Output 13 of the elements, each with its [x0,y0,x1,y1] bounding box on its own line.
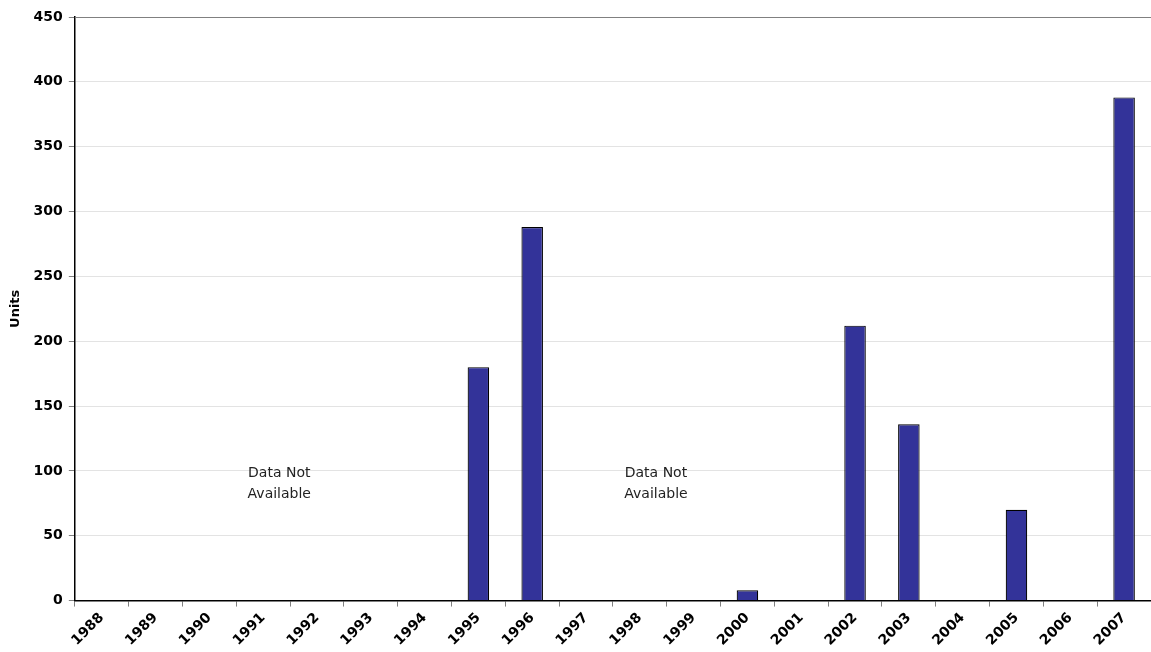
y-tick-label: 150 [33,396,64,413]
y-tick-label: 300 [33,202,64,219]
y-tick-label: 450 [33,7,64,24]
y-tick-label: 100 [33,461,64,478]
y-tick-label: 200 [33,331,64,348]
y-tick-label: 50 [43,526,64,543]
y-tick-label: 250 [33,267,64,283]
annotation: Data Not Available [247,464,312,501]
annotation: Data Not Available [624,464,688,501]
y-tick-label: 0 [53,591,64,608]
y-tick-label: 350 [33,137,64,154]
y-tick-label: 400 [33,72,64,89]
y-axis-title: Units [7,289,23,328]
